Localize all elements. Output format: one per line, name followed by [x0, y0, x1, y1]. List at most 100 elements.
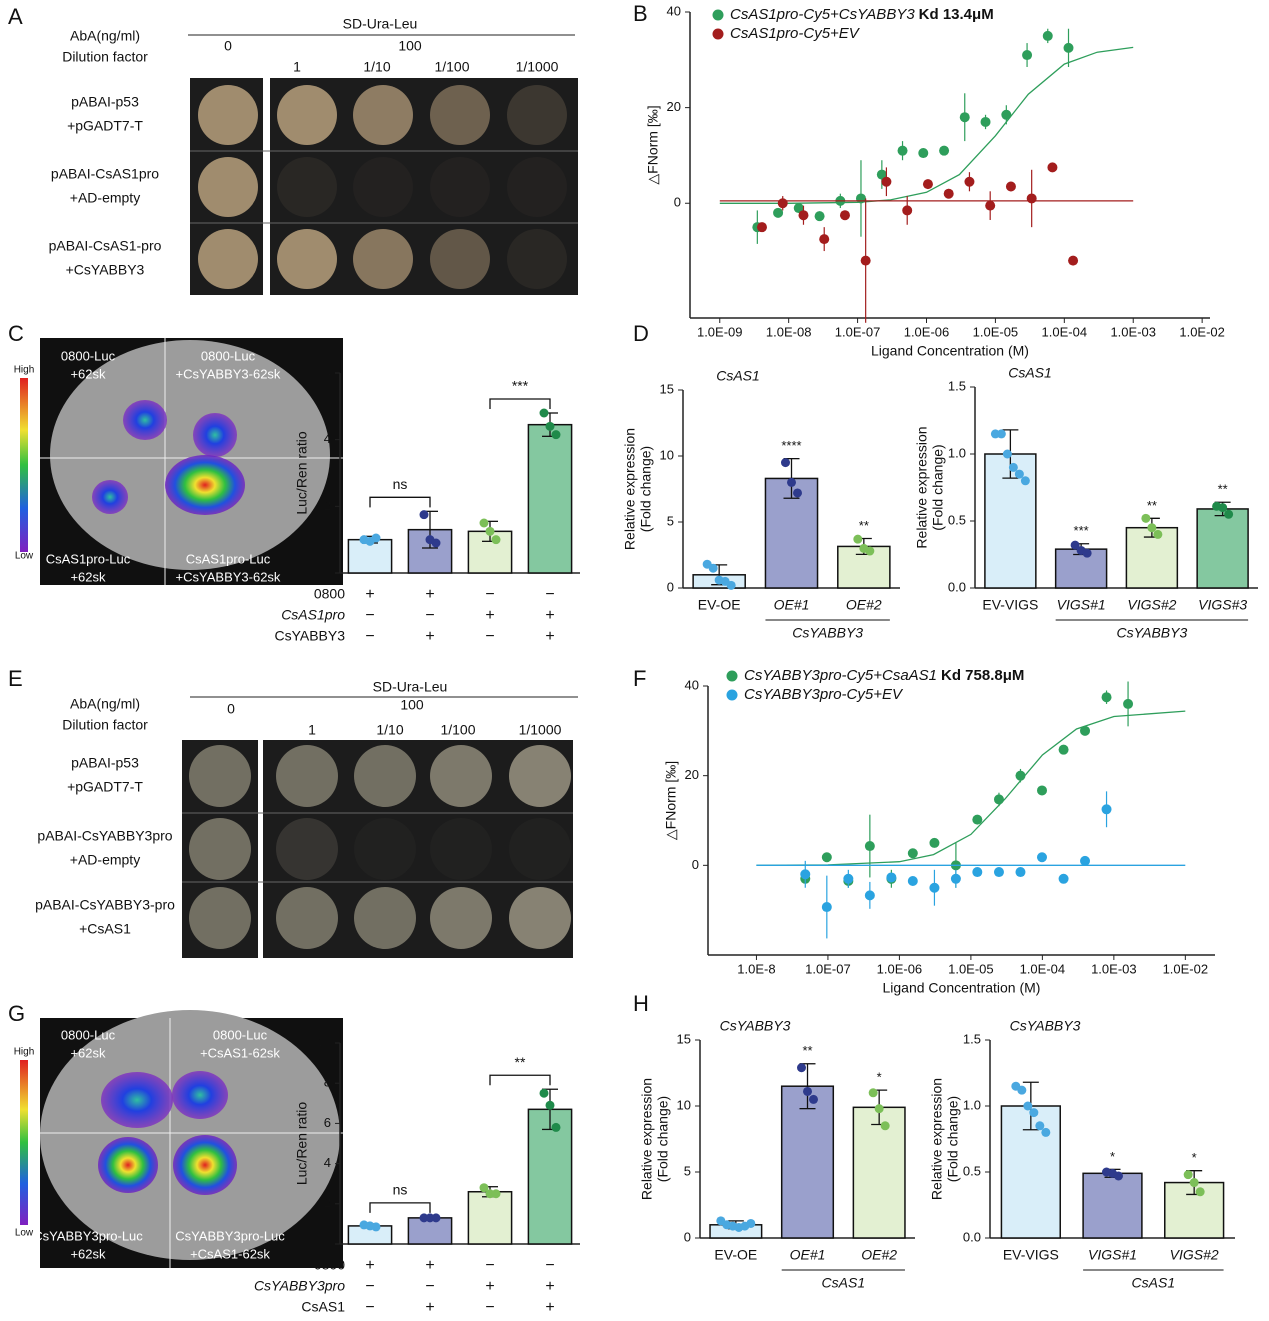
data-point [907, 848, 918, 859]
data-point [1058, 873, 1069, 884]
data-point [1036, 852, 1047, 863]
replicate-point [551, 430, 561, 440]
significance: ** [1218, 482, 1228, 497]
y-tick-label: 0 [684, 1229, 691, 1244]
design-sign: + [425, 628, 434, 645]
colony-spot [354, 887, 416, 949]
x-tick-label: 1.0E-8 [737, 961, 775, 976]
panel-label: G [8, 1001, 25, 1026]
x-tick-label: 1.0E-06 [877, 961, 923, 976]
chart-title: CsYABBY3 [720, 1018, 791, 1034]
data-point [959, 112, 970, 123]
replicate-point [1153, 529, 1163, 539]
replicate-point [874, 1104, 884, 1114]
y-tick-label: 6 [324, 364, 331, 379]
data-point [855, 193, 866, 204]
significance: ** [802, 1043, 812, 1058]
y-tick-label: 40 [667, 3, 681, 18]
x-tick-label: 1.0E-04 [1042, 324, 1088, 339]
data-point [773, 207, 784, 218]
legend-label: CsAS1pro-Cy5+EV [730, 25, 861, 42]
bracket-label: ** [515, 1054, 526, 1070]
significance: ** [859, 518, 869, 533]
design-sign: + [545, 628, 554, 645]
y-tick-label: 4 [324, 431, 331, 446]
luminescence [98, 1137, 158, 1193]
data-point [972, 867, 983, 878]
data-point [1026, 193, 1037, 204]
data-point [1058, 744, 1069, 755]
dilution: 1/100 [440, 722, 475, 738]
strain-label: pABAI-p53 [71, 755, 139, 771]
significance: ** [1147, 498, 1157, 513]
leaf [40, 1010, 340, 1260]
significance: * [877, 1070, 882, 1085]
y-axis-label: △FNorm [‰] [663, 761, 679, 840]
quadrant-label: +62sk [70, 1246, 106, 1261]
x-tick-label: EV-OE [698, 597, 741, 613]
x-tick-label: VIGS#2 [1170, 1247, 1219, 1263]
dilution: 1/100 [434, 59, 469, 75]
replicate-point [371, 533, 381, 543]
medium-label: SD-Ura-Leu [343, 16, 418, 32]
fit-line [719, 46, 1134, 204]
luminescence [165, 455, 245, 515]
y-tick-label: 0 [324, 1235, 331, 1250]
replicate-point [726, 580, 736, 590]
replicate-point [545, 1100, 555, 1110]
design-sign: − [425, 607, 434, 624]
color-scale [20, 1060, 28, 1225]
quadrant-label: +CsYABBY3-62sk [176, 569, 281, 584]
conc-value: 100 [398, 38, 422, 54]
x-tick-label: VIGS#1 [1057, 597, 1106, 613]
replicate-point [797, 1063, 806, 1073]
design-sign: + [545, 607, 554, 624]
colony-spot [198, 157, 258, 217]
scale-label: High [14, 365, 35, 376]
replicate-point [1183, 1170, 1193, 1180]
replicate-point [880, 1121, 890, 1131]
bar [1082, 1172, 1143, 1239]
replicate-point [746, 1218, 756, 1228]
quadrant-label: +62sk [70, 569, 106, 584]
replicate-point [419, 510, 429, 520]
dilution: 1/10 [376, 722, 403, 738]
data-point [1005, 181, 1016, 192]
y-tick-label: 0 [667, 579, 674, 594]
data-point [993, 867, 1004, 878]
y-axis-label: (Fold change) [638, 446, 654, 532]
significance: *** [1074, 523, 1089, 538]
y-tick-label: 0 [674, 195, 681, 210]
design-sign: + [425, 1257, 434, 1274]
colony-spot [277, 157, 337, 217]
design-sign: − [545, 586, 554, 603]
colony-spot [430, 818, 492, 880]
colony-spot [353, 85, 413, 145]
x-tick-label: 1.0E-04 [1020, 961, 1066, 976]
medium-label: SD-Ura-Leu [373, 679, 448, 695]
x-tick-label: OE#1 [774, 597, 810, 613]
replicate-point [545, 421, 555, 431]
y-tick-label: 0.5 [963, 1163, 981, 1178]
data-point [814, 211, 825, 222]
data-point [864, 890, 875, 901]
significance: * [1110, 1149, 1115, 1164]
design-sign: − [425, 1278, 434, 1295]
quadrant-label: 0800-Luc [61, 348, 116, 363]
y-tick-label: 0.5 [948, 512, 966, 527]
replicate-point [431, 1213, 441, 1223]
y-tick-label: 1.0 [948, 445, 966, 460]
leaf [50, 340, 330, 570]
colony-spot [189, 745, 251, 807]
y-tick-label: 1.5 [963, 1031, 981, 1046]
strain-label: pABAI-CsAS1-pro [49, 238, 162, 254]
colony-spot [277, 229, 337, 289]
group-label: CsAS1 [1132, 1275, 1176, 1291]
replicate-point [1070, 540, 1080, 550]
strain-label: pABAI-CsYABBY3-pro [35, 897, 175, 913]
scale-label: High [14, 1047, 35, 1058]
y-tick-label: 1.0 [963, 1097, 981, 1112]
replicate-point [996, 429, 1006, 439]
y-axis-label: Luc/Ren ratio [294, 431, 310, 514]
replicate-point [1195, 1187, 1205, 1197]
